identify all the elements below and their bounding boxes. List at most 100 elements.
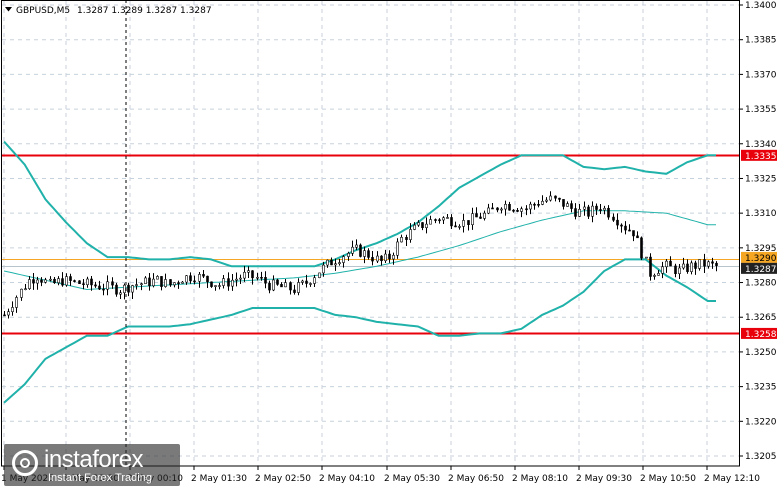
candle-body: [690, 262, 693, 272]
candle-body: [11, 307, 14, 313]
bollinger-lower-line: [3, 258, 716, 404]
candle-body: [289, 282, 292, 291]
candle-body: [264, 277, 267, 284]
candle-body: [272, 279, 275, 291]
candle-body: [636, 235, 639, 239]
logo-brand: instaforex: [44, 446, 144, 473]
y-tick-label: 1.3385: [745, 36, 777, 46]
candle-body: [243, 271, 246, 279]
candle-body: [434, 219, 437, 221]
candle-body: [616, 219, 619, 226]
candle-body: [661, 266, 664, 274]
candle-body: [98, 285, 101, 290]
candle-body: [347, 253, 350, 257]
x-tick-label: 2 May 09:30: [576, 474, 632, 484]
candle-body: [669, 260, 672, 267]
candle-body: [53, 278, 56, 284]
candle-body: [193, 280, 196, 283]
candle-body: [425, 223, 428, 228]
candle-body: [44, 279, 47, 283]
price-badge-label: 1.3287: [745, 265, 777, 275]
candle-body: [529, 203, 532, 210]
candle-body: [198, 274, 201, 282]
candle-body: [94, 284, 97, 287]
candle-body: [599, 209, 602, 211]
price-badge-label: 1.3335: [745, 152, 777, 162]
candle-body: [210, 281, 213, 287]
candle-body: [533, 203, 536, 206]
candle-body: [82, 283, 85, 286]
candle-body: [624, 225, 627, 231]
candle-body: [665, 260, 668, 268]
price-badge-label: 1.3290: [745, 254, 777, 264]
chart-grid: [2, 1, 739, 466]
x-tick-label: 2 May 05:30: [384, 474, 440, 484]
horizontal-levels[interactable]: [2, 154, 739, 335]
y-tick-label: 1.3280: [745, 279, 777, 289]
candle-body: [127, 284, 130, 293]
candle-body: [119, 292, 122, 295]
candle-body: [549, 195, 552, 201]
candles: [3, 191, 718, 319]
candle-body: [640, 237, 643, 259]
candle-body: [380, 255, 383, 262]
candle-body: [500, 208, 503, 211]
price-axis: 1.34001.33851.33701.33551.33401.33251.33…: [739, 1, 777, 462]
candle-body: [400, 237, 403, 243]
candle-body: [177, 282, 180, 284]
candle-body: [239, 277, 242, 280]
candle-body: [284, 282, 287, 288]
candle-body: [40, 279, 43, 283]
instaforex-logo: instaforex Instant Forex Trading: [4, 444, 180, 486]
candle-body: [603, 207, 606, 211]
candle-body: [450, 217, 453, 227]
symbol-menu-icon[interactable]: [5, 7, 12, 12]
candle-body: [363, 250, 366, 257]
candle-body: [376, 255, 379, 262]
candle-body: [73, 280, 76, 282]
candle-body: [628, 229, 631, 232]
candle-body: [438, 219, 441, 222]
candle-body: [471, 213, 474, 226]
candle-body: [49, 278, 52, 281]
candle-body: [516, 210, 519, 212]
candle-body: [682, 263, 685, 269]
price-badge-resistance: [741, 149, 777, 161]
candle-body: [351, 246, 354, 254]
candle-body: [140, 283, 143, 285]
candle-body: [247, 270, 250, 273]
y-tick-label: 1.3310: [745, 209, 777, 219]
candle-body: [442, 217, 445, 221]
y-tick-label: 1.3220: [745, 417, 777, 427]
candle-body: [657, 273, 660, 276]
candle-body: [148, 277, 151, 287]
candle-body: [330, 259, 333, 266]
candle-body: [144, 277, 147, 284]
candle-body: [227, 278, 230, 287]
candle-body: [32, 279, 35, 284]
bollinger-middle-line: [3, 210, 716, 291]
candle-body: [384, 253, 387, 262]
candle-body: [359, 244, 362, 257]
candle-body: [583, 206, 586, 210]
candle-body: [305, 280, 308, 284]
candle-body: [355, 244, 358, 248]
candle-body: [309, 283, 312, 285]
price-badge-current_price: [741, 262, 777, 274]
candle-body: [268, 282, 271, 291]
candle-body: [467, 220, 470, 226]
candle-body: [28, 279, 31, 289]
candle-body: [479, 216, 482, 219]
candle-body: [649, 256, 652, 277]
candle-body: [318, 272, 321, 279]
candle-body: [135, 284, 138, 286]
candle-body: [587, 206, 590, 217]
candle-body: [293, 289, 296, 293]
candle-body: [686, 263, 689, 272]
candle-body: [446, 217, 449, 219]
candle-body: [297, 282, 300, 293]
y-tick-label: 1.3265: [745, 313, 777, 323]
candle-body: [260, 276, 263, 279]
candle-body: [715, 262, 718, 266]
